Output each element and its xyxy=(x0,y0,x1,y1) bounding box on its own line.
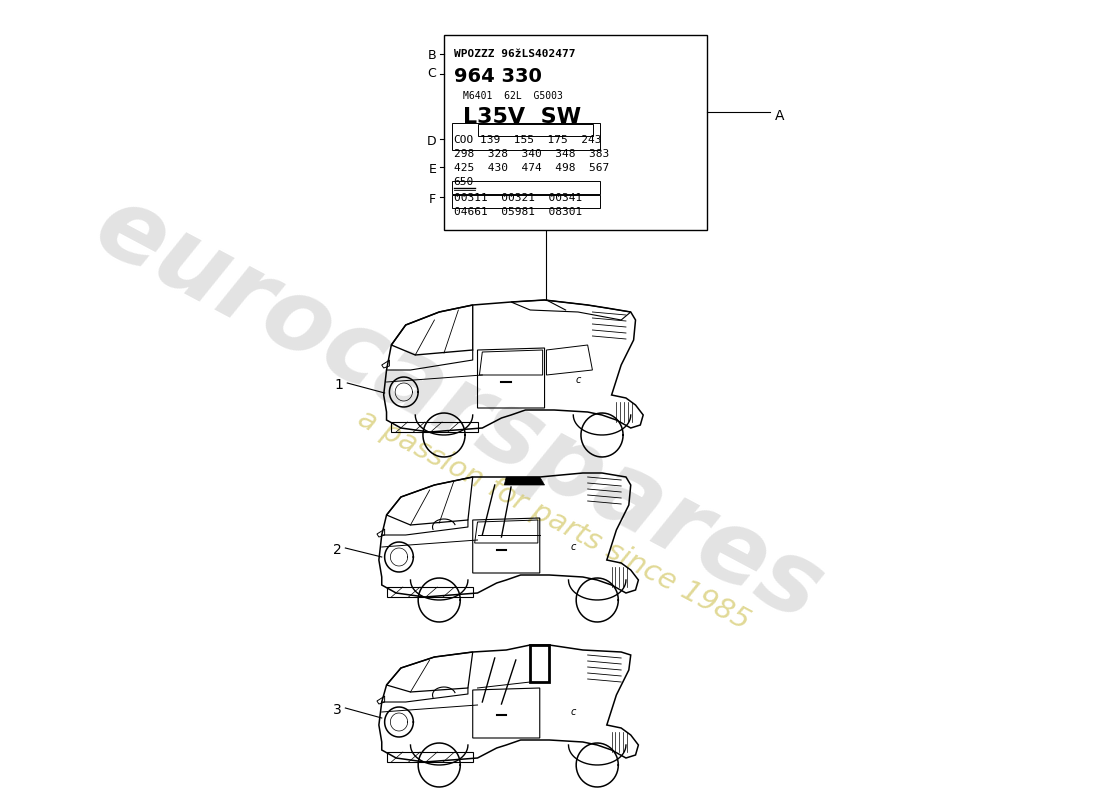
Text: c: c xyxy=(575,375,581,385)
Text: 964 330: 964 330 xyxy=(453,67,541,86)
Text: 2: 2 xyxy=(333,543,341,557)
Bar xyxy=(392,422,477,432)
Text: 1: 1 xyxy=(334,378,343,392)
Polygon shape xyxy=(504,477,544,485)
Text: 425  430  474  498  567: 425 430 474 498 567 xyxy=(453,163,608,173)
Bar xyxy=(478,124,593,136)
Text: 650: 650 xyxy=(453,177,474,187)
Text: c: c xyxy=(571,707,576,717)
Text: E: E xyxy=(429,163,437,176)
Bar xyxy=(452,123,601,150)
Text: B: B xyxy=(428,49,437,62)
Text: 04661  05981  08301: 04661 05981 08301 xyxy=(453,207,582,217)
Text: a passion for parts since 1985: a passion for parts since 1985 xyxy=(353,404,755,636)
Text: F: F xyxy=(429,193,437,206)
Text: WPOZZZ 96žLS402477: WPOZZZ 96žLS402477 xyxy=(453,49,575,59)
Text: 3: 3 xyxy=(333,703,341,717)
Text: COO: COO xyxy=(453,135,474,145)
Text: 298  328  340  348  383: 298 328 340 348 383 xyxy=(453,149,608,159)
Text: D: D xyxy=(427,135,437,148)
Text: A: A xyxy=(774,109,784,123)
Text: 00311  00321  00341: 00311 00321 00341 xyxy=(453,193,582,203)
Bar xyxy=(386,752,473,762)
Bar xyxy=(452,181,601,194)
Text: 139  155  175  243: 139 155 175 243 xyxy=(481,135,602,145)
Text: M6401  62L  G5003: M6401 62L G5003 xyxy=(463,91,563,101)
Bar xyxy=(452,195,601,208)
Text: C: C xyxy=(428,67,437,80)
Bar xyxy=(444,35,707,230)
Text: c: c xyxy=(571,542,576,552)
Text: eurocarspares: eurocarspares xyxy=(78,178,838,642)
Text: L35V  SW: L35V SW xyxy=(463,107,581,127)
Bar xyxy=(386,587,473,597)
